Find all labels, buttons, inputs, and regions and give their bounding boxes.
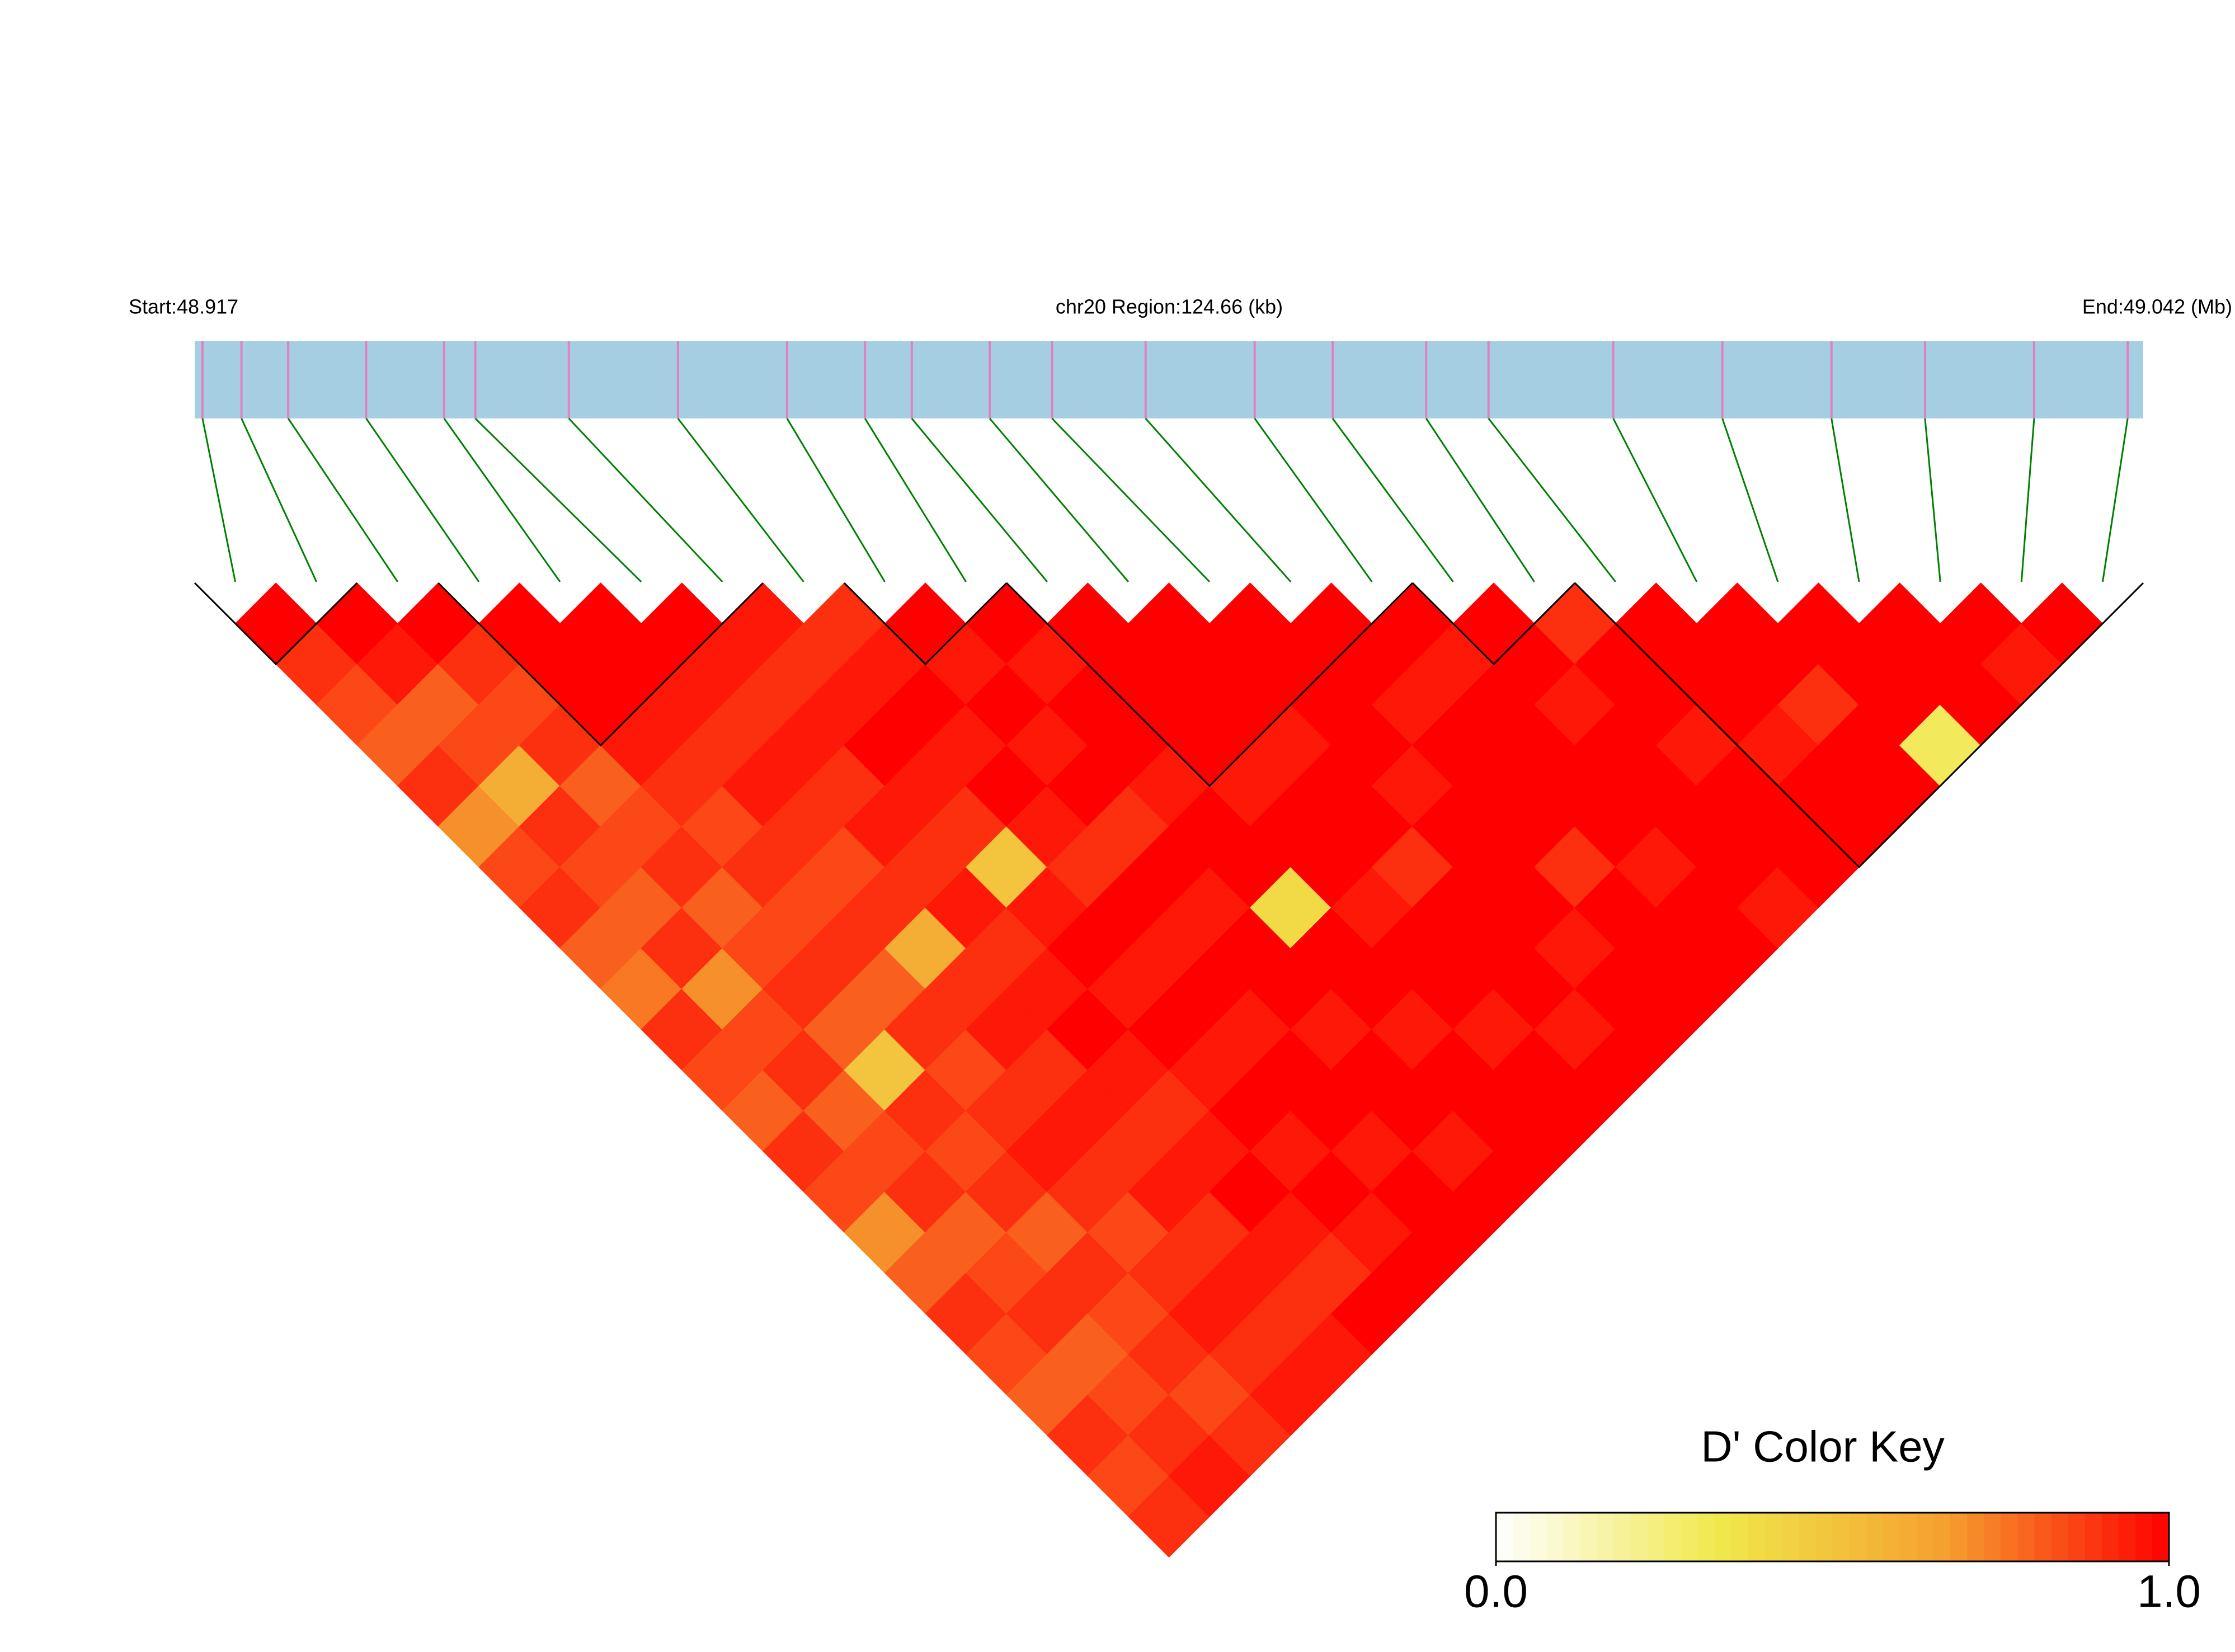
ld-block bbox=[437, 582, 764, 747]
ld-block bbox=[843, 582, 1008, 666]
color-key-tick-label: 0.0 bbox=[1464, 1566, 1528, 1617]
snp-connector bbox=[989, 418, 1130, 582]
color-key-swatch bbox=[1984, 1513, 2002, 1561]
color-key-swatch bbox=[1630, 1513, 1648, 1561]
ld-block bbox=[1574, 582, 2144, 869]
end-label: End:49.042 (Mb) bbox=[2082, 295, 2232, 318]
color-key-swatch bbox=[1647, 1513, 1665, 1561]
color-key-swatch bbox=[1832, 1513, 1850, 1561]
snp-connector bbox=[1145, 418, 1292, 582]
snp-connector bbox=[1612, 418, 1698, 582]
color-key-swatch bbox=[1799, 1513, 1817, 1561]
color-key-swatch bbox=[1782, 1513, 1800, 1561]
snp-connector bbox=[2020, 418, 2035, 582]
color-key-tick-label: 1.0 bbox=[2137, 1566, 2201, 1617]
color-key-swatch bbox=[1866, 1513, 1884, 1561]
snp-connector bbox=[786, 418, 886, 582]
snp-connector bbox=[864, 418, 967, 582]
color-key-swatch bbox=[2152, 1513, 2170, 1561]
color-key-swatch bbox=[1697, 1513, 1715, 1561]
color-key-swatch bbox=[1950, 1513, 1968, 1561]
snp-connector bbox=[1831, 418, 1860, 582]
color-key-swatch bbox=[1748, 1513, 1766, 1561]
color-key-swatch bbox=[2068, 1513, 2086, 1561]
snp-connector bbox=[1488, 418, 1616, 582]
color-key-swatch bbox=[2118, 1513, 2136, 1561]
color-key-swatch bbox=[1530, 1513, 1547, 1561]
ld-block bbox=[194, 582, 358, 666]
ld-block bbox=[1411, 582, 1576, 666]
color-key-swatch bbox=[1899, 1513, 1917, 1561]
ld-block bbox=[1006, 582, 1413, 787]
snp-connector bbox=[241, 418, 318, 582]
snp-connector bbox=[677, 418, 804, 582]
snp-connector bbox=[1051, 417, 1211, 583]
color-key-swatch bbox=[1546, 1513, 1564, 1561]
color-key-swatch bbox=[2017, 1513, 2035, 1561]
snp-connector bbox=[365, 418, 480, 582]
snp-connector bbox=[443, 418, 561, 582]
snp-connector bbox=[1254, 418, 1373, 582]
color-key-swatch bbox=[2085, 1513, 2102, 1561]
snp-connector bbox=[568, 417, 723, 583]
color-key-swatch bbox=[1613, 1513, 1631, 1561]
color-key-swatch bbox=[1580, 1513, 1598, 1561]
color-key-swatch bbox=[2034, 1513, 2052, 1561]
color-key-swatch bbox=[1513, 1513, 1531, 1561]
snp-connector bbox=[474, 417, 642, 583]
snp-connector bbox=[201, 418, 237, 582]
chart-title: chr20 Region:124.66 (kb) bbox=[1056, 295, 1283, 318]
color-key-swatch bbox=[1883, 1513, 1900, 1561]
color-key-swatch bbox=[2001, 1513, 2018, 1561]
color-key-swatch bbox=[1714, 1513, 1733, 1561]
color-key-frame bbox=[1495, 1512, 2170, 1562]
color-key-swatch bbox=[2101, 1513, 2119, 1561]
snp-connector bbox=[1924, 418, 1941, 582]
snp-connector bbox=[1721, 418, 1779, 582]
snp-bar bbox=[195, 341, 2143, 418]
color-key-title: D' Color Key bbox=[1701, 1422, 1944, 1471]
start-label: Start:48.917 bbox=[129, 295, 238, 318]
color-key-swatch bbox=[1731, 1513, 1749, 1561]
color-key-swatch bbox=[1815, 1513, 1833, 1561]
color-key-swatch bbox=[1916, 1513, 1934, 1561]
snp-connector bbox=[2101, 418, 2129, 582]
color-key-swatch bbox=[1681, 1513, 1698, 1561]
color-key-swatch bbox=[1765, 1513, 1783, 1561]
color-key-swatch bbox=[1849, 1513, 1867, 1561]
color-key-swatch bbox=[1933, 1513, 1951, 1561]
color-key-swatch bbox=[1967, 1513, 1985, 1561]
color-key-swatch bbox=[1563, 1513, 1581, 1561]
color-key-swatch bbox=[1664, 1513, 1682, 1561]
snp-connector bbox=[911, 418, 1048, 582]
snp-connector bbox=[287, 418, 399, 582]
color-key-swatch bbox=[2051, 1513, 2069, 1561]
snp-connector bbox=[1425, 418, 1535, 582]
color-key-swatch bbox=[1496, 1513, 1514, 1561]
color-key-swatch bbox=[2135, 1513, 2153, 1561]
color-key-swatch bbox=[1597, 1513, 1615, 1561]
snp-connector bbox=[1331, 418, 1454, 582]
